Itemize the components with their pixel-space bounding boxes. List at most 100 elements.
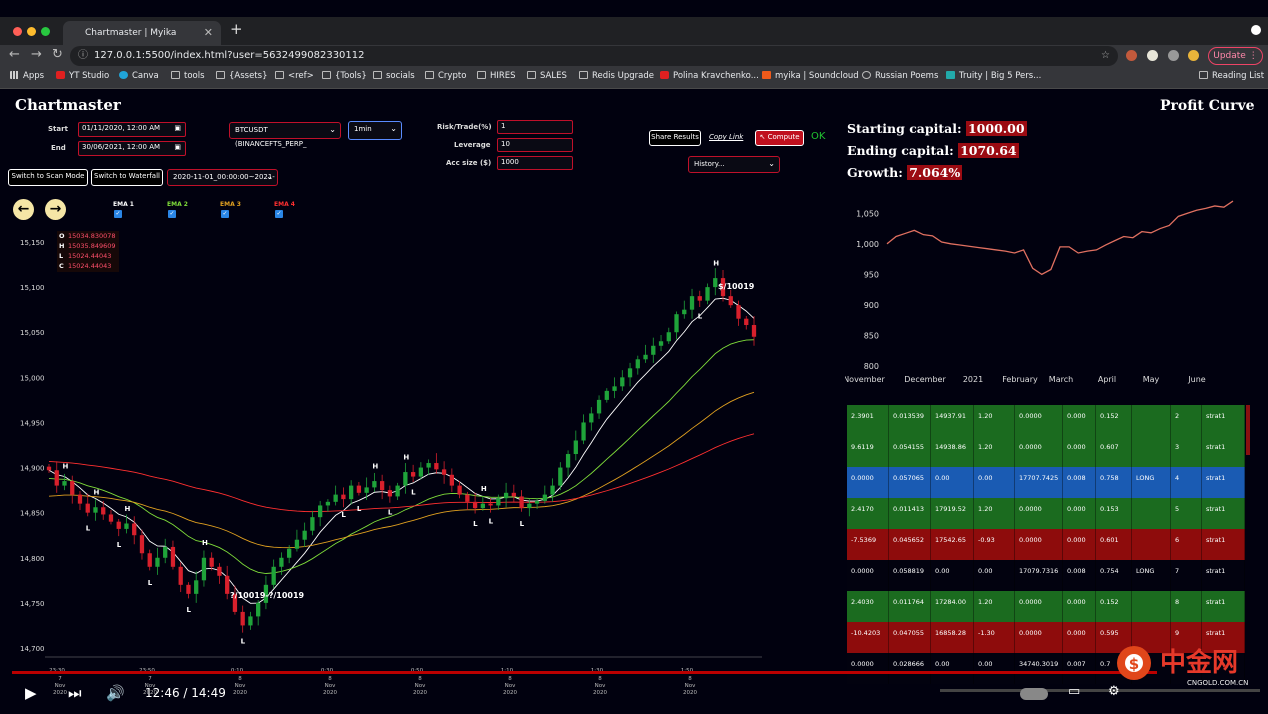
leverage-input[interactable]: 10 [497,138,573,152]
x-date-label: 8 Nov 2020 [683,676,697,696]
table-row[interactable]: 0.0000 0.057065 0.00 0.00 17707.7425 0.008 0.7… [847,467,1245,498]
table-row[interactable]: 0.0000 0.058819 0.00 0.00 17079.7316 0.008 0.7… [847,560,1245,591]
price-chart[interactable]: 15,150 15,100 15,050 15,000 14,950 14,900 14,8… [0,225,775,680]
bookmark-redis[interactable]: Redis Upgrade [579,71,654,81]
table-cell: -0.93 [974,529,1015,560]
bookmark-sales[interactable]: SALES [527,71,567,81]
calendar-icon[interactable]: ▣ [174,143,181,151]
symbol-select[interactable]: BTCUSDT (BINANCEFTS_PERP_ ⌄ [229,122,341,148]
bookmark-tools[interactable]: tools [171,71,205,81]
acc-size-input[interactable]: 1000 [497,156,573,170]
y-tick-label: 14,850 [20,510,45,518]
table-row[interactable]: -10.4203 0.047055 16858.28 -1.30 0.0000 0.000… [847,622,1245,653]
address-bar[interactable]: ⓘ 127.0.0.1:5500/index.html?user=56324990… [70,46,1118,66]
table-row[interactable]: 2.4170 0.011413 17919.52 1.20 0.0000 0.000 0.1… [847,498,1245,529]
ema2-checkbox[interactable]: ✓ [168,210,176,218]
bookmark-apps[interactable]: Apps [10,71,44,81]
ema3-checkbox[interactable]: ✓ [221,210,229,218]
profile-menu-icon[interactable] [1251,25,1261,35]
bookmark-yt-studio[interactable]: YT Studio [56,71,109,81]
minimize-window-icon[interactable] [27,27,36,36]
maximize-window-icon[interactable] [41,27,50,36]
candle-body [534,500,540,504]
table-cell [1171,653,1202,684]
table-cell: strat1 [1202,529,1245,560]
ema2-label: EMA 2 [167,201,188,208]
table-cell: 1.20 [974,498,1015,529]
info-icon[interactable]: ⓘ [78,50,88,61]
end-date-input[interactable]: 30/06/2021, 12:00 AM ▣ [78,141,186,156]
new-tab-icon[interactable]: + [230,20,243,38]
candle-body [682,309,687,315]
ohlc-close: C 15024.44043 [59,262,112,270]
candle-body [480,503,485,509]
candle-body [465,494,470,502]
share-results-button[interactable]: Share Results [649,130,701,146]
table-cell [1132,529,1171,560]
browser-tab[interactable]: Chartmaster | Myika ✕ [63,21,221,45]
ema4-checkbox[interactable]: ✓ [275,210,283,218]
table-row[interactable]: 9.6119 0.054155 14938.86 1.20 0.0000 0.000 0.6… [847,436,1245,467]
bookmark-assets[interactable]: {Assets} [216,71,267,81]
video-progress-bar[interactable] [12,671,1157,674]
play-icon[interactable]: ▶ [25,684,37,702]
table-row[interactable]: 2.3901 0.013539 14937.91 1.20 0.0000 0.000 0.1… [847,405,1245,436]
bookmark-star-icon[interactable]: ☆ [1101,50,1110,61]
range-select[interactable]: 2020-11-01_00:00:00~2021- ⌄ [167,169,278,186]
scan-mode-button[interactable]: Switch to Scan Mode [8,169,88,186]
table-cell: strat1 [1202,622,1245,653]
bookmark-truity[interactable]: Truity | Big 5 Pers... [946,71,1041,81]
table-cell [1202,653,1245,684]
autoplay-toggle[interactable] [1020,688,1048,700]
table-row[interactable]: 0.0000 0.028666 0.00 0.00 34740.3019 0.007 0.7 [847,653,1245,684]
table-row[interactable]: -7.5369 0.045652 17542.65 -0.93 0.0000 0.000 0… [847,529,1245,560]
history-select[interactable]: History... ⌄ [688,156,780,173]
candle-body [635,359,640,369]
copy-link[interactable]: Copy Link [709,133,744,141]
next-arrow-icon[interactable]: → [45,199,66,220]
update-button[interactable]: Update ⋮ [1208,47,1263,65]
compute-button[interactable]: ↖ Compute [755,130,804,146]
reading-list[interactable]: Reading List [1199,71,1264,81]
table-scrollbar[interactable] [1246,405,1250,455]
puzzle-icon[interactable] [1168,50,1179,61]
calendar-icon[interactable]: ▣ [174,124,181,132]
previous-arrow-icon[interactable]: ← [13,199,34,220]
bookmark-tools2[interactable]: {Tools} [322,71,367,81]
close-window-icon[interactable] [13,27,22,36]
back-icon[interactable]: ← [9,47,20,62]
interval-select[interactable]: 1min ⌄ [348,121,402,140]
candle-body [744,318,749,326]
browser-toolbar: ← → ↻ ⓘ 127.0.0.1:5500/index.html?user=56… [0,45,1268,67]
candle-body [287,548,292,558]
bookmark-soundcloud[interactable]: myika | Soundcloud [762,71,859,81]
extension-icon[interactable] [1147,50,1158,61]
bookmark-russian-poems[interactable]: Russian Poems [862,71,938,81]
forward-icon[interactable]: → [31,47,42,62]
trades-table[interactable]: 2.3901 0.013539 14937.91 1.20 0.0000 0.000 0.1… [847,405,1245,685]
risk-input[interactable]: 1 [497,120,573,134]
bookmark-hires[interactable]: HIRES [477,71,516,81]
start-date-input[interactable]: 01/11/2020, 12:00 AM ▣ [78,122,186,137]
table-cell: 34740.3019 [1015,653,1063,684]
settings-gear-icon[interactable]: ⚙ [1108,684,1120,699]
volume-icon[interactable]: 🔊 [106,684,125,702]
extension-icon[interactable] [1126,50,1137,61]
candle-body [364,487,369,493]
candle-body [170,546,176,567]
table-row[interactable]: 2.4030 0.011764 17284.00 1.20 0.0000 0.000 0.1… [847,591,1245,622]
reload-icon[interactable]: ↻ [52,47,63,62]
bookmark-canva[interactable]: Canva [119,71,159,81]
subtitles-icon[interactable]: ▭ [1068,684,1081,699]
bookmark-socials[interactable]: socials [373,71,415,81]
ema1-checkbox[interactable]: ✓ [114,210,122,218]
bookmark-polina[interactable]: Polina Kravchenko... [660,71,759,81]
table-cell [1132,591,1171,622]
swing-low-marker: L [411,489,416,497]
bookmark-ref[interactable]: <ref> [275,71,314,81]
next-icon[interactable]: ⏭ [68,684,82,702]
waterfall-button[interactable]: Switch to Waterfall [91,169,163,186]
avatar[interactable] [1188,50,1199,61]
close-tab-icon[interactable]: ✕ [203,26,213,39]
bookmark-crypto[interactable]: Crypto [425,71,466,81]
